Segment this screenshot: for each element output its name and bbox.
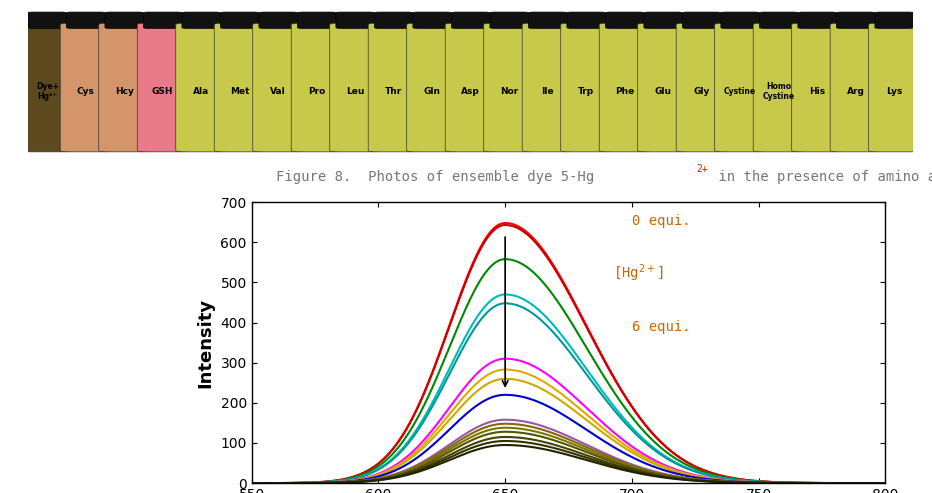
FancyBboxPatch shape bbox=[368, 23, 419, 152]
Text: GSH: GSH bbox=[152, 87, 173, 96]
FancyBboxPatch shape bbox=[644, 12, 682, 29]
FancyBboxPatch shape bbox=[522, 23, 573, 152]
FancyBboxPatch shape bbox=[561, 23, 611, 152]
Text: Met: Met bbox=[230, 87, 250, 96]
Y-axis label: Intensity: Intensity bbox=[197, 298, 215, 387]
Text: Leu: Leu bbox=[346, 87, 364, 96]
FancyBboxPatch shape bbox=[28, 12, 66, 29]
FancyBboxPatch shape bbox=[330, 23, 380, 152]
Text: Cystine: Cystine bbox=[724, 87, 756, 96]
FancyBboxPatch shape bbox=[182, 12, 221, 29]
FancyBboxPatch shape bbox=[176, 23, 226, 152]
FancyBboxPatch shape bbox=[490, 12, 528, 29]
Text: Trp: Trp bbox=[578, 87, 595, 96]
FancyBboxPatch shape bbox=[637, 23, 689, 152]
Text: Dye+
Hg²⁺: Dye+ Hg²⁺ bbox=[35, 81, 59, 101]
FancyBboxPatch shape bbox=[720, 12, 760, 29]
FancyBboxPatch shape bbox=[291, 23, 342, 152]
Text: Nor: Nor bbox=[500, 87, 518, 96]
FancyBboxPatch shape bbox=[606, 12, 644, 29]
Text: Glu: Glu bbox=[654, 87, 672, 96]
Text: in the presence of amino acids.: in the presence of amino acids. bbox=[710, 171, 932, 184]
FancyBboxPatch shape bbox=[528, 12, 567, 29]
Text: 0 equi.: 0 equi. bbox=[632, 213, 691, 228]
Text: Figure 8.  Photos of ensemble dye 5-Hg: Figure 8. Photos of ensemble dye 5-Hg bbox=[276, 171, 594, 184]
FancyBboxPatch shape bbox=[791, 23, 843, 152]
FancyBboxPatch shape bbox=[99, 23, 150, 152]
FancyBboxPatch shape bbox=[214, 23, 265, 152]
Text: 2+: 2+ bbox=[696, 164, 708, 174]
Text: Arg: Arg bbox=[846, 87, 865, 96]
Text: Ile: Ile bbox=[541, 87, 554, 96]
FancyBboxPatch shape bbox=[61, 23, 111, 152]
Text: Phe: Phe bbox=[615, 87, 635, 96]
FancyBboxPatch shape bbox=[144, 12, 182, 29]
FancyBboxPatch shape bbox=[869, 23, 920, 152]
FancyBboxPatch shape bbox=[253, 23, 304, 152]
Text: Pro: Pro bbox=[308, 87, 325, 96]
Text: Lys: Lys bbox=[886, 87, 902, 96]
FancyBboxPatch shape bbox=[406, 23, 458, 152]
Text: Gln: Gln bbox=[424, 87, 441, 96]
FancyBboxPatch shape bbox=[413, 12, 451, 29]
Text: Asp: Asp bbox=[461, 87, 480, 96]
Text: 6 equi.: 6 equi. bbox=[632, 320, 691, 334]
Text: Thr: Thr bbox=[385, 87, 403, 96]
FancyBboxPatch shape bbox=[567, 12, 606, 29]
FancyBboxPatch shape bbox=[599, 23, 651, 152]
FancyBboxPatch shape bbox=[105, 12, 144, 29]
FancyBboxPatch shape bbox=[137, 23, 188, 152]
Text: [Hg$^{2+}$]: [Hg$^{2+}$] bbox=[613, 262, 664, 284]
FancyBboxPatch shape bbox=[798, 12, 836, 29]
FancyBboxPatch shape bbox=[875, 12, 913, 29]
FancyBboxPatch shape bbox=[66, 12, 105, 29]
FancyBboxPatch shape bbox=[336, 12, 375, 29]
FancyBboxPatch shape bbox=[682, 12, 720, 29]
Text: Cys: Cys bbox=[76, 87, 95, 96]
FancyBboxPatch shape bbox=[753, 23, 804, 152]
Text: Ala: Ala bbox=[193, 87, 210, 96]
FancyBboxPatch shape bbox=[677, 23, 727, 152]
Text: Homo
Cystine: Homo Cystine bbox=[762, 81, 795, 101]
FancyBboxPatch shape bbox=[21, 23, 73, 152]
Text: Hcy: Hcy bbox=[115, 87, 133, 96]
Text: Val: Val bbox=[270, 87, 286, 96]
FancyBboxPatch shape bbox=[375, 12, 413, 29]
FancyBboxPatch shape bbox=[221, 12, 259, 29]
FancyBboxPatch shape bbox=[830, 23, 881, 152]
Text: Gly: Gly bbox=[693, 87, 710, 96]
FancyBboxPatch shape bbox=[836, 12, 875, 29]
FancyBboxPatch shape bbox=[445, 23, 496, 152]
FancyBboxPatch shape bbox=[451, 12, 490, 29]
FancyBboxPatch shape bbox=[297, 12, 336, 29]
Text: His: His bbox=[809, 87, 825, 96]
FancyBboxPatch shape bbox=[484, 23, 535, 152]
FancyBboxPatch shape bbox=[760, 12, 798, 29]
FancyBboxPatch shape bbox=[259, 12, 297, 29]
FancyBboxPatch shape bbox=[715, 23, 765, 152]
